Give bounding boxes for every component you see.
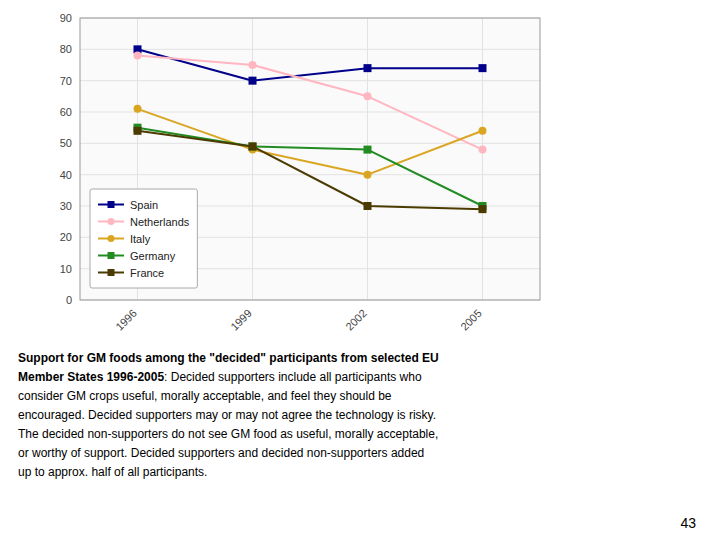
caption-line: up to approx. half of all participants. bbox=[18, 465, 207, 479]
legend: Spain Netherlands Italy Germany France bbox=[90, 189, 197, 288]
grid bbox=[80, 18, 540, 300]
series bbox=[134, 105, 487, 179]
y-tick-label: 40 bbox=[60, 169, 72, 181]
y-tick-label: 80 bbox=[60, 43, 72, 55]
data-point bbox=[479, 127, 487, 135]
x-tick-label: 1996 bbox=[113, 307, 139, 333]
page-number: 43 bbox=[680, 515, 696, 531]
y-tick-label: 30 bbox=[60, 200, 72, 212]
data-point bbox=[134, 127, 142, 135]
legend-marker bbox=[108, 252, 115, 259]
data-point bbox=[364, 146, 372, 154]
data-point bbox=[364, 202, 372, 210]
data-point bbox=[479, 64, 487, 72]
legend-label: Netherlands bbox=[130, 216, 190, 228]
legend-box bbox=[90, 189, 197, 288]
data-point bbox=[479, 205, 487, 213]
y-tick-label: 60 bbox=[60, 106, 72, 118]
y-tick-label: 0 bbox=[66, 294, 72, 306]
caption-line: consider GM crops useful, morally accept… bbox=[18, 389, 392, 403]
plot-frame bbox=[80, 18, 540, 300]
caption-line: or worthy of support. Decided supporters… bbox=[18, 446, 424, 460]
legend-label: France bbox=[130, 267, 164, 279]
legend-label: Spain bbox=[130, 199, 158, 211]
data-point bbox=[249, 77, 257, 85]
data-point bbox=[364, 171, 372, 179]
axes: 0 10 20 30 40 50 60 70 80 90 1996 1999 2002 2005 bbox=[60, 12, 484, 333]
caption: Support for GM foods among the "decided"… bbox=[18, 351, 439, 479]
caption-line: Support for GM foods among the "decided"… bbox=[18, 351, 439, 365]
x-grid-line bbox=[482, 18, 483, 300]
legend-marker bbox=[108, 218, 115, 225]
data-point bbox=[249, 61, 257, 69]
series bbox=[134, 45, 487, 84]
caption-bold: Member States 1996-2005 bbox=[18, 370, 164, 384]
data-point bbox=[134, 52, 142, 60]
legend-marker bbox=[108, 201, 115, 208]
x-tick-label: 2005 bbox=[458, 307, 484, 333]
caption-line: Member States 1996-2005: Decided support… bbox=[18, 370, 422, 384]
caption-line: encouraged. Decided supporters may or ma… bbox=[18, 408, 436, 422]
plot-background bbox=[80, 18, 540, 300]
data-point bbox=[364, 92, 372, 100]
y-tick-label: 70 bbox=[60, 75, 72, 87]
chart: 0 10 20 30 40 50 60 70 80 90 1996 1999 2002 2005 Spain… bbox=[0, 0, 720, 540]
y-grid-line bbox=[80, 174, 540, 175]
legend-marker bbox=[108, 269, 115, 276]
y-grid-line bbox=[80, 49, 540, 50]
x-tick-label: 2002 bbox=[343, 307, 369, 333]
data-point bbox=[249, 142, 257, 150]
series-group bbox=[134, 45, 487, 213]
x-tick-label: 1999 bbox=[228, 307, 254, 333]
legend-label: Italy bbox=[130, 233, 151, 245]
y-tick-label: 10 bbox=[60, 263, 72, 275]
x-grid-line bbox=[367, 18, 368, 300]
series-line bbox=[138, 49, 483, 80]
series-line bbox=[138, 109, 483, 175]
y-tick-label: 90 bbox=[60, 12, 72, 24]
y-tick-label: 50 bbox=[60, 137, 72, 149]
caption-line: The decided non-supporters do not see GM… bbox=[18, 427, 438, 441]
y-tick-label: 20 bbox=[60, 231, 72, 243]
data-point bbox=[479, 146, 487, 154]
data-point bbox=[249, 142, 257, 150]
data-point bbox=[134, 105, 142, 113]
legend-marker bbox=[108, 235, 115, 242]
data-point bbox=[364, 64, 372, 72]
legend-label: Germany bbox=[130, 250, 176, 262]
x-grid-line bbox=[252, 18, 253, 300]
caption-text: : Decided supporters include all partici… bbox=[164, 370, 422, 384]
